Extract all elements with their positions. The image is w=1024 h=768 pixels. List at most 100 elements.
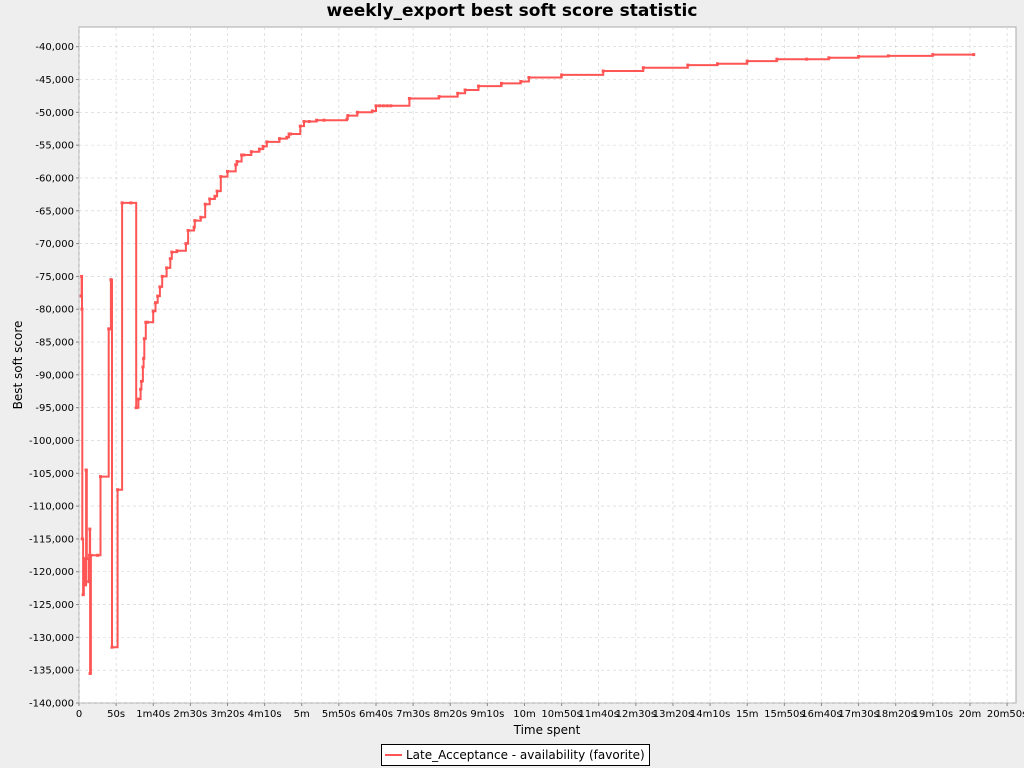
x-tick-label: 19m10s xyxy=(913,709,953,720)
legend-label: Late_Acceptance - availability (favorite… xyxy=(406,748,645,762)
data-point xyxy=(80,274,84,278)
y-tick-label: -135,000 xyxy=(29,666,74,677)
data-point xyxy=(456,91,460,95)
data-point xyxy=(527,76,531,79)
data-point xyxy=(116,488,120,492)
data-point xyxy=(109,278,113,282)
y-tick-label: -55,000 xyxy=(35,141,74,152)
data-point xyxy=(407,97,411,100)
data-point xyxy=(477,84,480,88)
data-point xyxy=(240,153,244,157)
data-point xyxy=(285,135,289,139)
x-tick-label: 8m20s xyxy=(433,709,467,720)
y-tick-label: -70,000 xyxy=(35,239,74,250)
data-point xyxy=(184,242,188,246)
x-tick-label: 12m30s xyxy=(616,709,656,720)
x-tick-label: 18m20s xyxy=(876,709,916,720)
data-point xyxy=(89,553,93,557)
grid-lines xyxy=(78,27,1016,704)
plot-area xyxy=(78,26,1017,704)
y-tick-label: -85,000 xyxy=(35,338,74,349)
data-point xyxy=(219,175,223,179)
data-point xyxy=(745,59,749,63)
data-point xyxy=(234,163,238,167)
x-tick-label: 13m20s xyxy=(653,709,693,720)
data-point xyxy=(82,570,86,574)
data-point xyxy=(385,104,389,108)
y-tick-label: -65,000 xyxy=(35,206,74,217)
data-point xyxy=(500,81,503,85)
data-point xyxy=(142,337,146,341)
data-point xyxy=(641,66,645,70)
x-tick-label: 0 xyxy=(76,709,82,720)
data-point xyxy=(560,73,564,77)
data-point xyxy=(278,137,281,141)
data-point xyxy=(85,557,89,561)
data-point xyxy=(80,537,84,541)
data-point xyxy=(79,294,83,298)
data-point xyxy=(81,593,85,597)
data-point xyxy=(199,215,203,219)
data-point xyxy=(156,294,160,298)
data-point xyxy=(151,309,155,313)
data-point xyxy=(437,95,441,99)
x-axis-label: Time spent xyxy=(513,723,581,737)
y-tick-label: -60,000 xyxy=(35,173,74,184)
data-point xyxy=(519,80,523,83)
data-point xyxy=(242,153,246,157)
data-point xyxy=(857,55,861,58)
y-axis-label: Best soft score xyxy=(11,321,25,410)
data-point xyxy=(931,53,935,57)
x-tick-label: 10m50s xyxy=(541,709,581,720)
data-point xyxy=(88,527,92,531)
data-point xyxy=(381,104,385,108)
data-point xyxy=(389,104,393,108)
x-tick-label: 16m40s xyxy=(801,709,841,720)
data-point xyxy=(120,201,124,205)
data-point xyxy=(96,553,100,557)
data-point xyxy=(261,144,265,148)
x-tick-label: 10m xyxy=(513,709,535,720)
data-point xyxy=(203,202,207,206)
y-tick-label: -45,000 xyxy=(35,75,74,86)
x-tick-label: 4m10s xyxy=(248,709,282,720)
y-tick-label: -125,000 xyxy=(29,600,74,611)
data-point xyxy=(370,109,374,113)
data-point xyxy=(170,250,174,254)
data-point xyxy=(145,320,149,324)
data-point xyxy=(226,169,229,173)
x-tick-label: 17m30s xyxy=(838,709,878,720)
data-point xyxy=(827,56,831,60)
data-point xyxy=(265,140,269,144)
y-tick-label: -130,000 xyxy=(29,633,74,644)
data-point xyxy=(315,118,319,122)
x-tick-label: 11m40s xyxy=(579,709,619,720)
data-point xyxy=(83,583,87,587)
data-point xyxy=(141,365,145,369)
data-point xyxy=(107,327,111,331)
data-point xyxy=(139,379,143,383)
y-tick-label: -110,000 xyxy=(29,502,74,513)
data-point xyxy=(139,387,143,391)
x-tick-label: 1m40s xyxy=(136,709,170,720)
data-point xyxy=(355,110,359,114)
data-point xyxy=(463,88,467,92)
data-point xyxy=(601,69,605,73)
x-tick-label: 20m50s xyxy=(987,709,1024,720)
data-point xyxy=(154,301,157,305)
data-point xyxy=(165,266,169,270)
data-point xyxy=(186,229,190,232)
x-tick-label: 20m xyxy=(959,709,981,720)
series-layer xyxy=(79,53,976,675)
y-tick-label: -75,000 xyxy=(35,272,74,283)
data-point xyxy=(80,307,84,311)
y-axis: -40,000 -45,000 -50,000 -55,000 -60,000 -65,0… xyxy=(29,42,79,710)
y-tick-label: -50,000 xyxy=(35,108,74,119)
data-point xyxy=(972,53,976,57)
data-point xyxy=(307,120,311,123)
data-point xyxy=(378,104,382,108)
data-point xyxy=(686,63,690,67)
y-tick-label: -115,000 xyxy=(29,534,74,545)
x-tick-label: 5m xyxy=(294,709,310,720)
x-tick-label: 9m10s xyxy=(470,709,504,720)
